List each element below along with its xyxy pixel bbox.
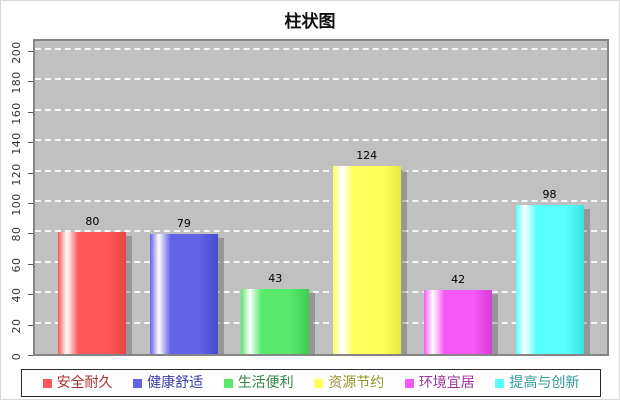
y-tick-100 [28, 203, 33, 204]
y-axis: 0 20 40 60 80 100 120 140 160 180 200 [1, 39, 33, 360]
bars-row: 80 79 43 124 42 98 [35, 41, 607, 354]
y-tick-label-0: 0 [10, 352, 23, 360]
gridline-40 [35, 291, 607, 293]
bar-value-label-3: 124 [356, 149, 378, 162]
y-tick-label-80: 80 [10, 226, 23, 242]
y-tick-160 [28, 112, 33, 113]
legend-item-0[interactable]: 安全耐久 [42, 375, 113, 391]
legend-swatch-4 [404, 378, 414, 388]
legend-item-5[interactable]: 提高与创新 [495, 376, 579, 390]
y-tick-label-180: 180 [10, 70, 23, 94]
legend: 安全耐久 健康舒适 生活便利 资源节约 环境宜居 提高与创新 [21, 369, 601, 397]
gridline-200 [35, 48, 607, 50]
y-tick-label-120: 120 [10, 162, 23, 186]
gridline-20 [35, 322, 607, 324]
bar-4[interactable]: 42 [424, 273, 493, 354]
chart-title: 柱状图 [284, 12, 336, 32]
gridline-180 [35, 78, 607, 80]
bar-value-label-5: 98 [542, 188, 557, 201]
bar-2[interactable]: 43 [241, 272, 310, 354]
gridline-100 [35, 200, 607, 202]
legend-label-5: 提高与创新 [509, 375, 580, 391]
gridline-140 [35, 139, 607, 141]
gridline-160 [35, 109, 607, 111]
legend-item-1[interactable]: 健康舒适 [133, 376, 203, 390]
y-tick-label-60: 60 [10, 257, 23, 273]
y-tick-label-200: 200 [10, 40, 23, 64]
y-tick-40 [28, 294, 33, 295]
gridline-80 [35, 230, 607, 232]
y-tick-label-20: 20 [10, 318, 23, 334]
y-tick-label-160: 160 [10, 101, 23, 125]
y-tick-label-140: 140 [10, 131, 23, 155]
bar-slot-4: 42 [424, 41, 493, 354]
bar-1[interactable]: 79 [149, 217, 218, 354]
legend-label-3: 资源节约 [328, 375, 385, 391]
legend-swatch-1 [133, 378, 143, 388]
y-tick-180 [28, 81, 33, 82]
legend-item-3[interactable]: 资源节约 [314, 376, 384, 390]
bar-slot-5: 98 [515, 41, 584, 354]
gridline-60 [35, 261, 607, 263]
legend-label-0: 安全耐久 [56, 375, 113, 391]
y-tick-80 [28, 233, 33, 234]
legend-item-4[interactable]: 环境宜居 [404, 375, 475, 391]
bar-slot-0: 80 [58, 41, 127, 354]
bar-value-label-1: 79 [176, 217, 191, 230]
legend-label-1: 健康舒适 [147, 375, 204, 391]
legend-swatch-0 [42, 378, 52, 388]
y-tick-140 [28, 142, 33, 143]
bar-3[interactable]: 124 [332, 149, 401, 354]
gridline-120 [35, 170, 607, 172]
legend-swatch-2 [223, 378, 233, 388]
y-tick-120 [28, 173, 33, 174]
y-tick-60 [28, 264, 33, 265]
bar-value-label-2: 43 [268, 272, 283, 285]
legend-label-4: 环境宜居 [418, 375, 475, 391]
plot-area: 80 79 43 124 42 98 [33, 39, 609, 356]
bar-slot-2: 43 [241, 41, 310, 354]
legend-item-2[interactable]: 生活便利 [223, 375, 294, 391]
legend-label-2: 生活便利 [237, 375, 294, 391]
bar-5[interactable]: 98 [515, 188, 584, 354]
y-tick-label-100: 100 [10, 192, 23, 216]
y-tick-0 [28, 355, 33, 356]
bar-0[interactable]: 80 [58, 215, 127, 354]
y-tick-20 [28, 325, 33, 326]
bar-slot-3: 124 [332, 41, 401, 354]
bar-value-label-4: 42 [451, 273, 466, 286]
bar-slot-1: 79 [149, 41, 218, 354]
y-tick-label-40: 40 [10, 287, 23, 303]
legend-swatch-3 [314, 378, 324, 388]
bar-value-label-0: 80 [85, 215, 100, 228]
legend-swatch-5 [495, 378, 505, 388]
y-tick-200 [28, 51, 33, 52]
